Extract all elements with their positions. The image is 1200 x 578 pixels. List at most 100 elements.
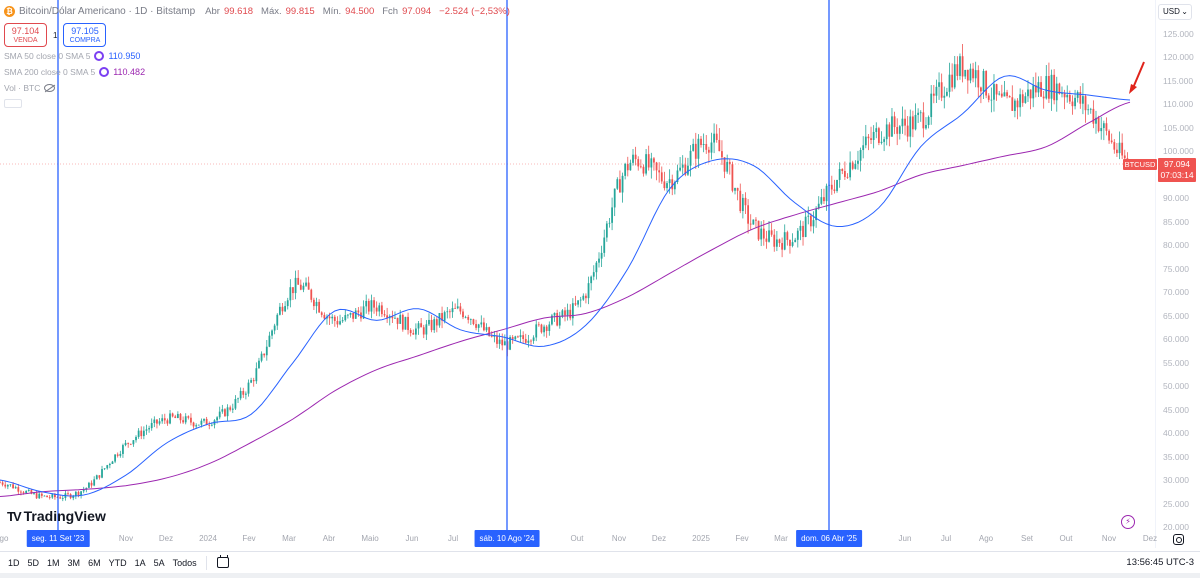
collapse-legend-button[interactable] bbox=[4, 99, 22, 108]
logo-text: TradingView bbox=[23, 508, 106, 524]
low-value: 94.500 bbox=[345, 5, 375, 17]
high-value: 99.815 bbox=[285, 5, 315, 17]
symbol-title[interactable]: Bitcoin/Dólar Americano · 1D · Bitstamp bbox=[19, 5, 196, 17]
price-tick: 125.000 bbox=[1163, 29, 1194, 39]
indicator-value: 110.482 bbox=[113, 67, 146, 77]
price-tick: 45.000 bbox=[1163, 404, 1189, 415]
price-tick: 90.000 bbox=[1163, 193, 1189, 204]
change-value: −2.524 (−2,53%) bbox=[439, 5, 510, 17]
price-tick: 110.000 bbox=[1163, 99, 1194, 110]
time-tick: Mar bbox=[774, 534, 788, 543]
price-tick: 55.000 bbox=[1163, 357, 1189, 368]
time-tick: Nov bbox=[118, 534, 134, 543]
range-button-1d[interactable]: 1D bbox=[8, 557, 20, 568]
range-button-5a[interactable]: 5A bbox=[153, 557, 165, 568]
symbol-header[interactable]: ₿ Bitcoin/Dólar Americano · 1D · Bitstam… bbox=[4, 4, 514, 18]
loading-icon bbox=[94, 51, 105, 61]
sell-button[interactable]: 97.104 VENDA bbox=[4, 23, 47, 47]
currency-selector[interactable]: USD ⌄ bbox=[1158, 4, 1192, 20]
sell-label: VENDA bbox=[13, 37, 38, 44]
time-tick: go bbox=[0, 534, 9, 543]
time-tick: Out bbox=[1059, 534, 1073, 543]
time-tick: 2025 bbox=[692, 534, 710, 543]
time-tick: Jul bbox=[447, 534, 459, 543]
price-tick: 80.000 bbox=[1163, 240, 1189, 251]
high-label: Máx. bbox=[261, 5, 282, 17]
price-tick: 85.000 bbox=[1163, 216, 1189, 227]
close-label: Fch bbox=[382, 5, 399, 17]
eye-hidden-icon[interactable] bbox=[44, 84, 56, 92]
price-tick: 70.000 bbox=[1163, 287, 1189, 298]
time-tick: Abr bbox=[322, 534, 336, 543]
bottom-toolbar: 1D 5D 1M 3M 6M YTD 1A 5A Todos 13:56:45 UTC-3 bbox=[0, 551, 1200, 573]
date-marker-label[interactable]: seg. 11 Set '23 bbox=[26, 530, 90, 547]
time-tick: Jun bbox=[405, 534, 419, 543]
price-tick: 40.000 bbox=[1163, 428, 1189, 439]
time-tick: Mar bbox=[282, 534, 296, 543]
low-label: Mín. bbox=[322, 5, 342, 17]
annotation-arrow-icon bbox=[1129, 61, 1145, 94]
indicator-volume[interactable]: Vol · BTC bbox=[4, 81, 514, 95]
time-tick: Fev bbox=[242, 534, 256, 543]
tradingview-logo-icon: TV bbox=[7, 508, 22, 524]
time-tick: Dez bbox=[158, 534, 174, 543]
lightning-icon[interactable]: ⚡ bbox=[1121, 515, 1135, 529]
calendar-icon[interactable] bbox=[216, 555, 229, 568]
range-button-ytd[interactable]: YTD bbox=[108, 557, 127, 568]
spread-value: 1 bbox=[53, 30, 58, 40]
close-value: 97.094 bbox=[402, 5, 432, 17]
buy-price: 97.105 bbox=[71, 26, 99, 36]
range-button-6m[interactable]: 6M bbox=[88, 557, 101, 568]
price-tick: 30.000 bbox=[1163, 475, 1189, 486]
price-tick: 35.000 bbox=[1163, 451, 1189, 462]
time-tick: Jul bbox=[940, 534, 952, 543]
price-chart[interactable] bbox=[0, 0, 1155, 548]
currency-label: USD bbox=[1163, 7, 1180, 16]
last-price: 97.094 bbox=[1164, 159, 1190, 169]
footer-strip bbox=[0, 573, 1200, 578]
time-tick: Maio bbox=[361, 534, 379, 543]
range-button-1m[interactable]: 1M bbox=[47, 557, 60, 568]
indicator-name: SMA 200 close 0 SMA 5 bbox=[4, 67, 96, 77]
price-tick: 50.000 bbox=[1163, 381, 1189, 392]
open-value: 99.618 bbox=[223, 5, 254, 17]
divider bbox=[205, 555, 207, 570]
range-button-3m[interactable]: 3M bbox=[67, 557, 81, 568]
indicator-name: Vol · BTC bbox=[4, 83, 41, 93]
settings-icon[interactable] bbox=[1173, 534, 1184, 545]
time-tick: Dez bbox=[651, 534, 667, 543]
time-tick: Nov bbox=[1101, 534, 1117, 543]
candlestick-series bbox=[0, 43, 1131, 502]
time-tick: Out bbox=[570, 534, 584, 543]
sma200-line bbox=[0, 101, 1131, 497]
time-axis[interactable]: go Nov Dez 2024 Fev Mar Abr Maio Jun Jul Out Nov Dez… bbox=[0, 530, 1158, 548]
price-tick: 120.000 bbox=[1163, 52, 1194, 63]
date-marker-label[interactable]: sáb. 10 Ago '24 bbox=[474, 530, 540, 547]
sma50-line bbox=[0, 75, 1131, 497]
tradingview-logo[interactable]: TV TradingView bbox=[7, 508, 106, 524]
indicator-sma200[interactable]: SMA 200 close 0 SMA 5 110.482 bbox=[4, 65, 514, 79]
price-tick: 20.000 bbox=[1163, 521, 1189, 532]
sell-price: 97.104 bbox=[11, 26, 40, 36]
time-tick: Dez bbox=[1142, 534, 1158, 543]
vertical-marker-lines[interactable] bbox=[57, 0, 830, 530]
time-tick: Jun bbox=[898, 534, 912, 543]
price-tick: 60.000 bbox=[1163, 334, 1189, 345]
price-tick: 65.000 bbox=[1163, 310, 1189, 321]
indicator-sma50[interactable]: SMA 50 close 0 SMA 5 110.950 bbox=[4, 49, 514, 63]
date-marker-label[interactable]: dom. 06 Abr '25 bbox=[796, 530, 862, 547]
indicator-name: SMA 50 close 0 SMA 5 bbox=[4, 51, 91, 61]
range-button-5d[interactable]: 5D bbox=[27, 557, 40, 568]
time-tick: Fev bbox=[735, 534, 749, 543]
buy-button[interactable]: 97.105 COMPRA bbox=[63, 23, 107, 47]
time-tick: Nov bbox=[611, 534, 627, 543]
clock[interactable]: 13:56:45 UTC-3 bbox=[1126, 557, 1194, 568]
price-tick: 75.000 bbox=[1163, 263, 1189, 274]
range-button-1a[interactable]: 1A bbox=[134, 557, 146, 568]
price-axis[interactable]: 125.000 120.000 115.000 110.000 105.000 100.0… bbox=[1155, 0, 1200, 548]
price-tick: 100.000 bbox=[1163, 146, 1194, 157]
range-buttons: 1D 5D 1M 3M 6M YTD 1A 5A Todos bbox=[0, 558, 197, 568]
range-button-todos[interactable]: Todos bbox=[172, 557, 197, 568]
last-price-label: 97.094 07:03:14 bbox=[1158, 158, 1196, 182]
bar-countdown: 07:03:14 bbox=[1160, 170, 1194, 180]
